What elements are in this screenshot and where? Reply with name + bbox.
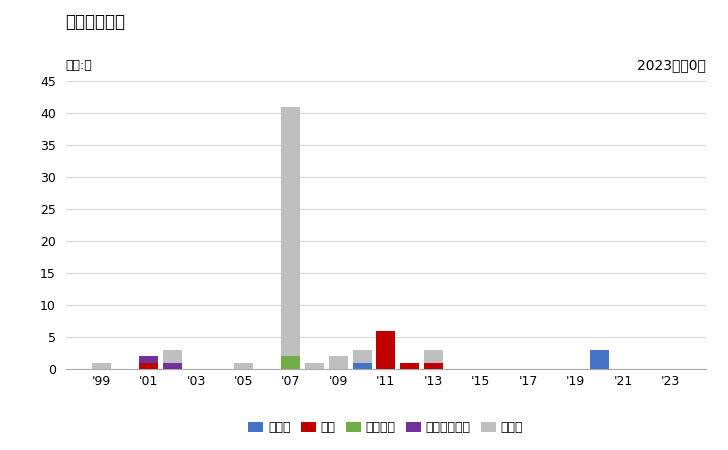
Bar	[163, 350, 182, 363]
Bar	[163, 363, 182, 369]
Text: 輸出量の推移: 輸出量の推移	[66, 14, 125, 32]
Bar	[282, 356, 301, 369]
Bar	[424, 350, 443, 363]
Bar	[329, 356, 348, 369]
Bar	[305, 363, 324, 369]
Bar	[139, 356, 158, 363]
Bar	[282, 107, 301, 356]
Bar	[234, 363, 253, 369]
Bar	[92, 363, 111, 369]
Legend: ジブチ, 中国, ベトナム, シンガポール, その他: ジブチ, 中国, ベトナム, シンガポール, その他	[243, 416, 529, 439]
Text: 単位:台: 単位:台	[66, 59, 92, 72]
Bar	[376, 331, 395, 369]
Bar	[352, 350, 371, 363]
Bar	[590, 350, 609, 369]
Bar	[400, 363, 419, 369]
Bar	[139, 363, 158, 369]
Bar	[424, 363, 443, 369]
Text: 2023年：0台: 2023年：0台	[637, 58, 706, 72]
Bar	[352, 363, 371, 369]
